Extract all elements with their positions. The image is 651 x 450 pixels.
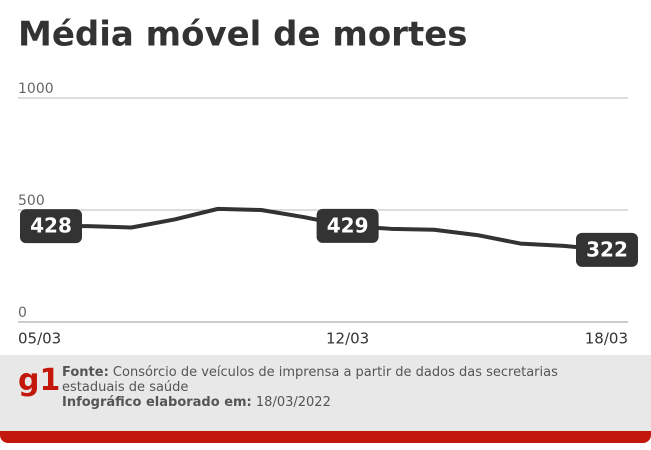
footer-bar bbox=[0, 431, 651, 443]
source: Fonte: Consórcio de veículos de imprensa… bbox=[62, 365, 622, 410]
source-text: Consórcio de veículos de imprensa a part… bbox=[62, 365, 558, 395]
x-tick-label: 05/03 bbox=[18, 330, 61, 348]
y-tick-label: 500 bbox=[18, 193, 45, 209]
x-tick-label: 12/03 bbox=[326, 330, 369, 348]
value-label: 322 bbox=[586, 237, 628, 261]
credit-label: Infográfico elaborado em: bbox=[62, 395, 252, 410]
value-label-box bbox=[576, 232, 638, 267]
value-label-box bbox=[20, 209, 82, 244]
credit-date: 18/03/2022 bbox=[255, 395, 331, 410]
footer: g1 Fonte: Consórcio de veículos de impre… bbox=[0, 355, 651, 431]
value-label: 429 bbox=[327, 213, 369, 237]
source-label: Fonte: bbox=[62, 365, 109, 380]
chart-title: Média móvel de mortes bbox=[18, 15, 468, 55]
y-tick-label: 1000 bbox=[18, 81, 54, 97]
x-tick-label: 18/03 bbox=[585, 330, 628, 348]
value-label-box bbox=[316, 208, 379, 243]
logo: g1 bbox=[18, 363, 61, 398]
value-label: 428 bbox=[30, 214, 72, 238]
chart: Média móvel de mortes 0 500 1000 05/03 12/03… bbox=[18, 15, 638, 348]
y-tick-label: 0 bbox=[18, 305, 27, 321]
